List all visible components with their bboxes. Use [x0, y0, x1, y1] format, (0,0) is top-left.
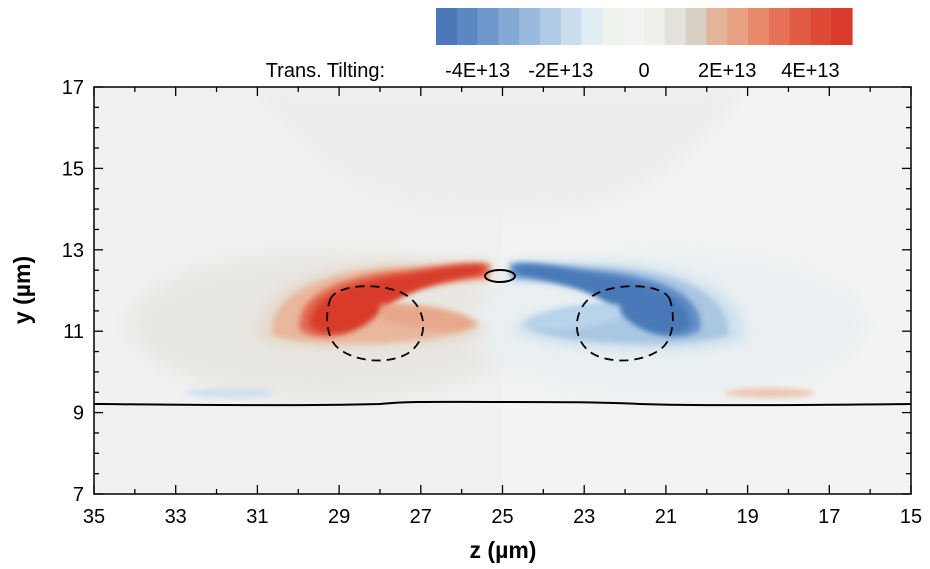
- y-axis-title: y (µm): [9, 256, 35, 324]
- positive-lobe: [254, 260, 492, 351]
- x-tick-label: 25: [491, 506, 513, 528]
- colorbar-swatch: [706, 8, 728, 45]
- colorbar-swatch: [748, 8, 770, 45]
- colorbar-swatch: [477, 8, 499, 45]
- colorbar-swatch: [581, 8, 603, 45]
- x-tick-label: 31: [246, 506, 268, 528]
- y-tick-label: 13: [62, 240, 84, 262]
- colorbar-label: 0: [638, 60, 649, 82]
- x-tick-label: 19: [736, 506, 758, 528]
- y-tick-label: 9: [73, 403, 84, 425]
- x-axis: 35 33 31 29 27 25 23 21 19 17 15: [83, 87, 922, 528]
- y-tick-label: 15: [62, 158, 84, 180]
- colorbar-labels: -4E+13 -2E+13 0 2E+13 4E+13: [445, 60, 840, 82]
- colorbar-swatch: [560, 8, 583, 45]
- colorbar-swatch: [623, 8, 645, 45]
- colorbar-label: -4E+13: [445, 60, 510, 82]
- dashed-contour-right: [575, 285, 674, 362]
- interface-line: [94, 400, 911, 407]
- colorbar-label: 4E+13: [781, 60, 839, 82]
- negative-lobe: [508, 260, 746, 351]
- colorbar-swatch: [436, 8, 458, 45]
- weak-negative-patch: [185, 388, 275, 398]
- colorbar-swatch: [456, 8, 479, 45]
- colorbar-swatch: [768, 8, 791, 45]
- colorbar-swatch: [664, 8, 687, 45]
- negative-lobe-core: [516, 265, 691, 334]
- dashed-contour-left: [326, 285, 425, 362]
- x-tick-label: 33: [165, 506, 187, 528]
- x-tick-label: 17: [818, 506, 840, 528]
- negative-lobe-tail: [522, 304, 620, 331]
- positive-lobe-tail: [380, 304, 478, 331]
- colorbar-swatch: [727, 8, 749, 45]
- y-axis: 7 9 11 13 15 17: [62, 77, 911, 506]
- colorbar-swatch: [831, 8, 853, 45]
- x-axis-title: z (µm): [470, 537, 537, 563]
- y-tick-label: 7: [73, 484, 84, 506]
- x-tick-label: 15: [900, 506, 922, 528]
- colorbar-label: -2E+13: [528, 60, 593, 82]
- y-tick-label: 17: [62, 77, 84, 99]
- x-tick-label: 27: [410, 506, 432, 528]
- colorbar-label: 2E+13: [698, 60, 756, 82]
- positive-lobe-core: [309, 265, 484, 334]
- colorbar-swatch: [602, 8, 624, 45]
- colorbar-swatch: [685, 8, 707, 45]
- colorbar-swatch: [644, 8, 666, 45]
- x-tick-label: 21: [655, 506, 677, 528]
- colorbar-swatch: [498, 8, 520, 45]
- weak-positive-patch: [725, 388, 815, 398]
- y-tick-label: 11: [63, 321, 84, 343]
- plot-area: [94, 87, 911, 494]
- colorbar-swatch: [519, 8, 541, 45]
- small-solid-contour: [484, 269, 516, 283]
- field-arch-shade: [250, 87, 750, 212]
- colorbar-swatch: [789, 8, 811, 45]
- colorbar-swatch: [810, 8, 832, 45]
- colorbar-title: Trans. Tilting:: [266, 60, 385, 82]
- colorbar-swatch: [540, 8, 562, 45]
- x-tick-label: 29: [328, 506, 350, 528]
- x-tick-label: 35: [83, 506, 105, 528]
- colorbar: [436, 8, 853, 45]
- x-tick-label: 23: [573, 506, 595, 528]
